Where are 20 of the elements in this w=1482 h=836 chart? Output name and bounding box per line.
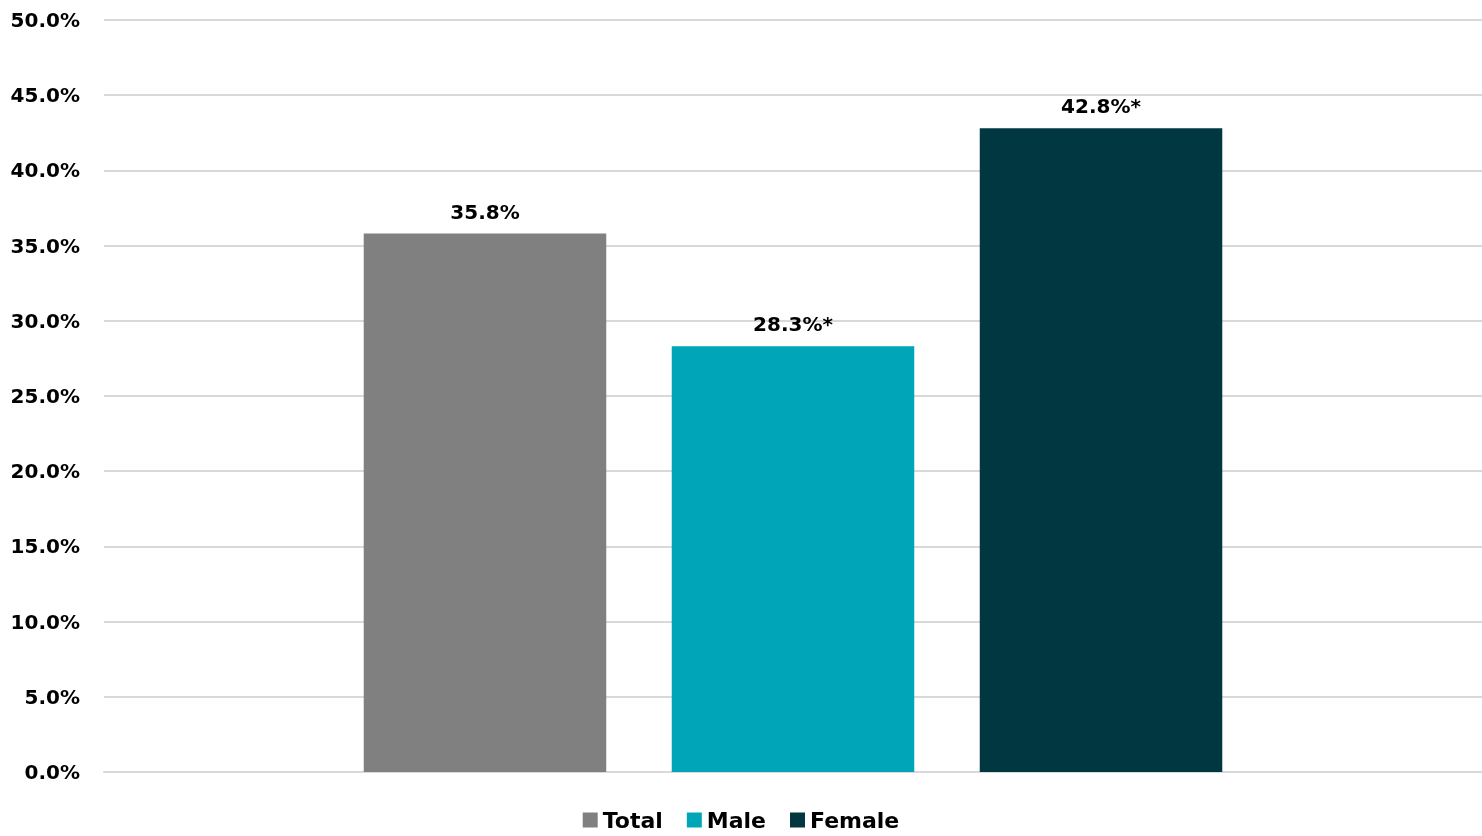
y-tick-label: 15.0% <box>10 534 80 559</box>
y-tick-label: 45.0% <box>10 83 80 108</box>
legend-label: Total <box>602 807 663 833</box>
legend-label: Female <box>810 807 900 833</box>
y-tick-label: 40.0% <box>10 158 80 183</box>
y-tick-label: 50.0% <box>10 8 80 32</box>
data-label: 28.3%* <box>753 312 834 337</box>
bar <box>671 346 915 772</box>
y-tick-label: 20.0% <box>10 459 80 484</box>
legend-label: Male <box>706 807 767 833</box>
data-label: 42.8%* <box>1061 94 1142 119</box>
y-tick-label: 5.0% <box>24 684 80 709</box>
bar <box>363 233 607 772</box>
y-tick-label: 10.0% <box>10 609 80 634</box>
y-tick-label: 30.0% <box>10 308 80 333</box>
data-label: 35.8% <box>450 199 520 224</box>
y-tick-label: 0.0% <box>24 760 80 784</box>
y-tick-label: 35.0% <box>10 233 80 258</box>
bar <box>979 128 1223 772</box>
y-tick-label: 25.0% <box>10 384 80 408</box>
